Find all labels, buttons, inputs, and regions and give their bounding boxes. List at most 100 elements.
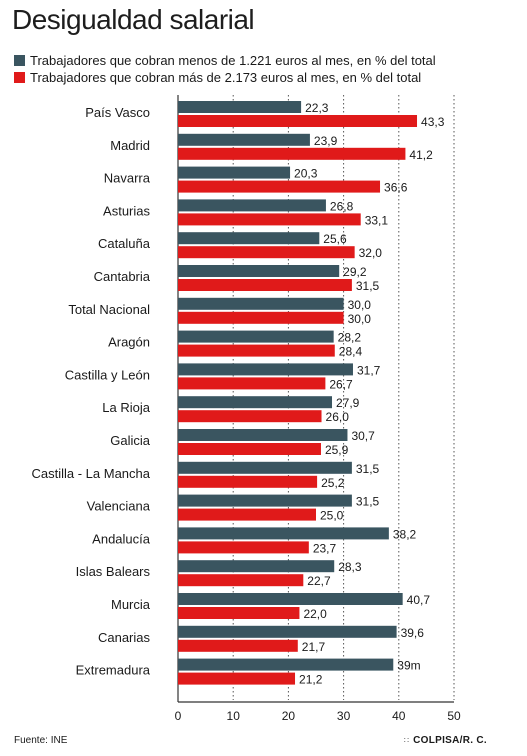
bar-high [178, 574, 304, 587]
data-label-low: 22,3 [305, 101, 329, 115]
source-note: Fuente: INE [14, 735, 68, 746]
bar-low [178, 560, 335, 573]
data-label-high: 25,2 [321, 476, 345, 490]
data-label-high: 33,1 [365, 213, 389, 227]
bar-high [178, 508, 316, 521]
bar-high [178, 213, 361, 226]
bar-low [178, 625, 397, 638]
bar-high [178, 475, 318, 488]
bar-low [178, 396, 333, 409]
data-label-low: 29,2 [343, 265, 367, 279]
bar-low [178, 133, 310, 146]
data-label-low: 31,5 [356, 495, 380, 509]
category-label: La Rioja [102, 400, 150, 415]
data-label-low: 39,6 [401, 626, 425, 640]
category-label: Galicia [110, 433, 151, 448]
x-tick-label-20: 20 [282, 709, 296, 723]
category-label: Madrid [110, 138, 150, 153]
data-label-high: 25,9 [325, 443, 349, 457]
bar-low [178, 363, 353, 376]
bar-high [178, 672, 296, 685]
data-label-low: 25,6 [323, 232, 347, 246]
bar-low [178, 265, 340, 277]
category-label: Extremadura [76, 663, 151, 678]
bar-high [178, 639, 298, 652]
category-label: Navarra [104, 171, 151, 186]
bar-high [178, 279, 352, 291]
x-tick-label-30: 30 [337, 709, 351, 723]
x-tick-label-0: 0 [175, 709, 182, 723]
bar-low [178, 199, 326, 212]
data-label-high: 26,0 [326, 410, 350, 424]
data-label-low: 20,3 [294, 167, 318, 181]
bar-high [178, 443, 321, 455]
bar-low [178, 330, 334, 343]
bar-high [178, 541, 309, 554]
category-label: Total Nacional [68, 302, 150, 317]
legend-item-high: Trabajadores que cobran más de 2.173 eur… [14, 70, 421, 85]
data-label-high: 25,0 [320, 509, 344, 523]
data-label-low: 40,7 [407, 593, 431, 607]
data-label-low: 31,5 [356, 462, 380, 476]
data-label-high: 36,6 [384, 181, 408, 195]
x-tick-label-40: 40 [392, 709, 406, 723]
category-label: Murcia [111, 597, 151, 612]
bar-high [178, 180, 381, 193]
x-tick-label-10: 10 [227, 709, 241, 723]
x-tick-label-50: 50 [447, 709, 461, 723]
chart-title: Desigualdad salarial [12, 4, 255, 35]
category-label: Canarias [98, 630, 151, 645]
category-label: Cantabria [94, 269, 151, 284]
data-label-high: 21,7 [302, 640, 326, 654]
data-label-high: 21,2 [299, 673, 323, 687]
data-label-high: 22,0 [303, 607, 327, 621]
data-label-high: 28,4 [339, 345, 363, 359]
bar-low [178, 461, 352, 474]
bar-low [178, 101, 302, 113]
data-label-high: 41,2 [409, 148, 433, 162]
bar-high [178, 246, 355, 259]
data-label-low: 28,3 [338, 560, 362, 574]
bar-high [178, 410, 322, 423]
category-label: Islas Balears [76, 564, 151, 579]
bar-low [178, 166, 291, 179]
data-label-low: 30,7 [351, 429, 375, 443]
category-label: Cataluña [98, 236, 151, 251]
data-label-high: 43,3 [421, 115, 445, 129]
category-label: País Vasco [85, 105, 150, 120]
bar-low [178, 658, 394, 671]
data-label-high: 32,0 [359, 246, 383, 260]
bar-low [178, 297, 344, 310]
category-label: Castilla y León [65, 367, 150, 382]
data-label-high: 26,7 [329, 377, 353, 391]
data-label-low: 38,2 [393, 527, 417, 541]
category-label: Aragón [108, 335, 150, 350]
bar-high [178, 311, 344, 324]
legend-label-high: Trabajadores que cobran más de 2.173 eur… [30, 70, 422, 85]
bar-low [178, 232, 320, 245]
bar-high [178, 147, 406, 160]
bar-high [178, 344, 335, 357]
legend-label-low: Trabajadores que cobran menos de 1.221 e… [30, 53, 436, 68]
data-label-low: 28,2 [338, 331, 362, 345]
data-label-high: 22,7 [307, 574, 331, 588]
data-label-low: 27,9 [336, 396, 360, 410]
category-label: Andalucía [92, 531, 151, 546]
credit-label: COLPISA/R. C. [413, 735, 487, 746]
data-label-high: 31,5 [356, 279, 380, 293]
category-label: Castilla - La Mancha [32, 466, 151, 481]
data-label-low: 39m [397, 659, 420, 673]
bar-high [178, 115, 418, 127]
credit-dots-icon: ∷ [403, 736, 409, 745]
category-label: Valenciana [87, 499, 151, 514]
data-label-low: 30,0 [348, 298, 372, 312]
category-label: Asturias [103, 203, 150, 218]
bar-low [178, 429, 348, 441]
data-label-high: 23,7 [313, 541, 337, 555]
legend-swatch-high [14, 72, 25, 83]
data-label-high: 30,0 [348, 312, 372, 326]
bar-low [178, 494, 352, 507]
data-label-low: 31,7 [357, 363, 381, 377]
bar-high [178, 607, 300, 619]
